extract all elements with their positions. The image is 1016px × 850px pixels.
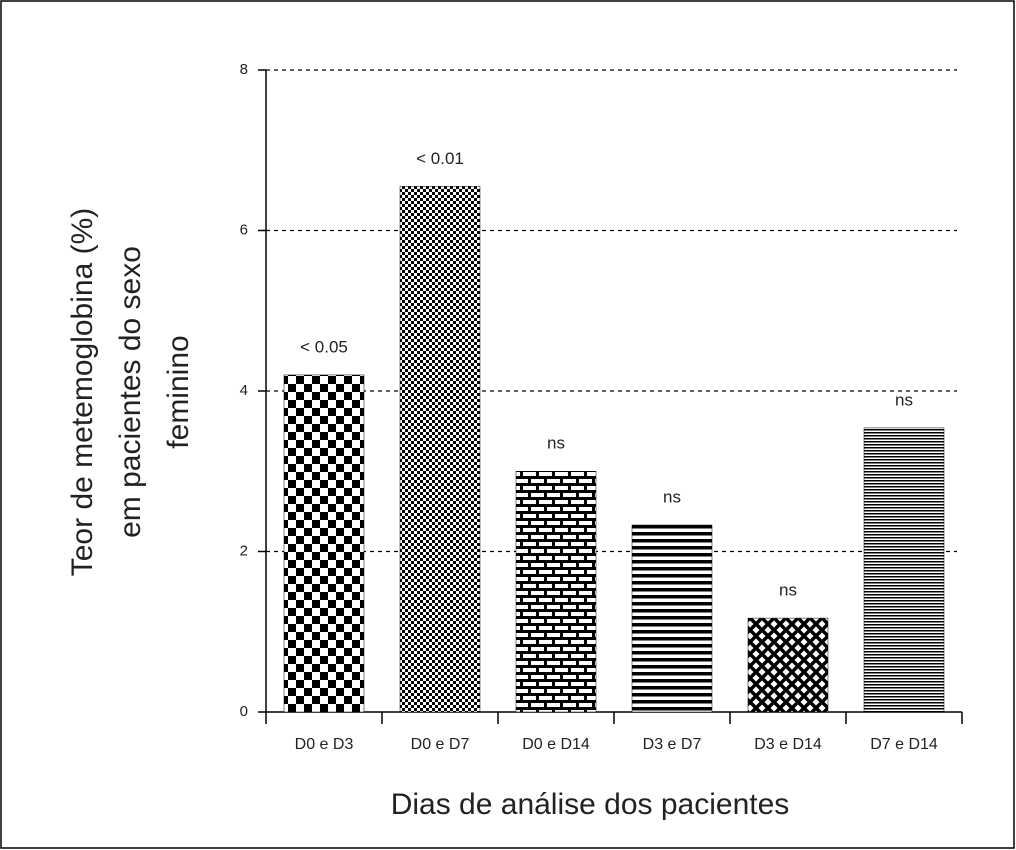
y-axis-title-line: feminino (162, 335, 195, 448)
bar (631, 524, 713, 713)
x-tick-label: D0 e D7 (411, 736, 470, 753)
bar (399, 186, 481, 713)
x-tick-label: D3 e D7 (643, 736, 702, 753)
y-tick-label: 6 (240, 221, 248, 238)
bar (863, 427, 945, 713)
y-axis-title: Teor de metemoglobina (%) em pacientes do… (66, 208, 195, 577)
x-tick-label: D0 e D3 (295, 736, 354, 753)
y-axis-title-line: em pacientes do sexo (114, 246, 147, 538)
x-tick-label: D7 e D14 (870, 736, 938, 753)
bar (747, 617, 829, 713)
annotation: < 0.01 (416, 149, 464, 168)
annotation: ns (547, 434, 565, 453)
annotation: < 0.05 (300, 337, 348, 356)
annotation: ns (779, 581, 797, 600)
y-axis-title-line: Teor de metemoglobina (%) (66, 208, 99, 577)
y-tick-label: 4 (240, 382, 248, 399)
bar (515, 471, 597, 713)
y-tick-label: 0 (240, 703, 248, 720)
x-tick-label: D0 e D14 (522, 736, 590, 753)
x-axis-title: Dias de análise dos pacientes (391, 788, 790, 821)
y-tick-label: 2 (240, 542, 248, 559)
y-tick-label: 8 (240, 61, 248, 78)
annotation: ns (663, 488, 681, 507)
bar (283, 374, 365, 713)
x-tick-label: D3 e D14 (754, 736, 822, 753)
annotation: ns (895, 390, 913, 409)
